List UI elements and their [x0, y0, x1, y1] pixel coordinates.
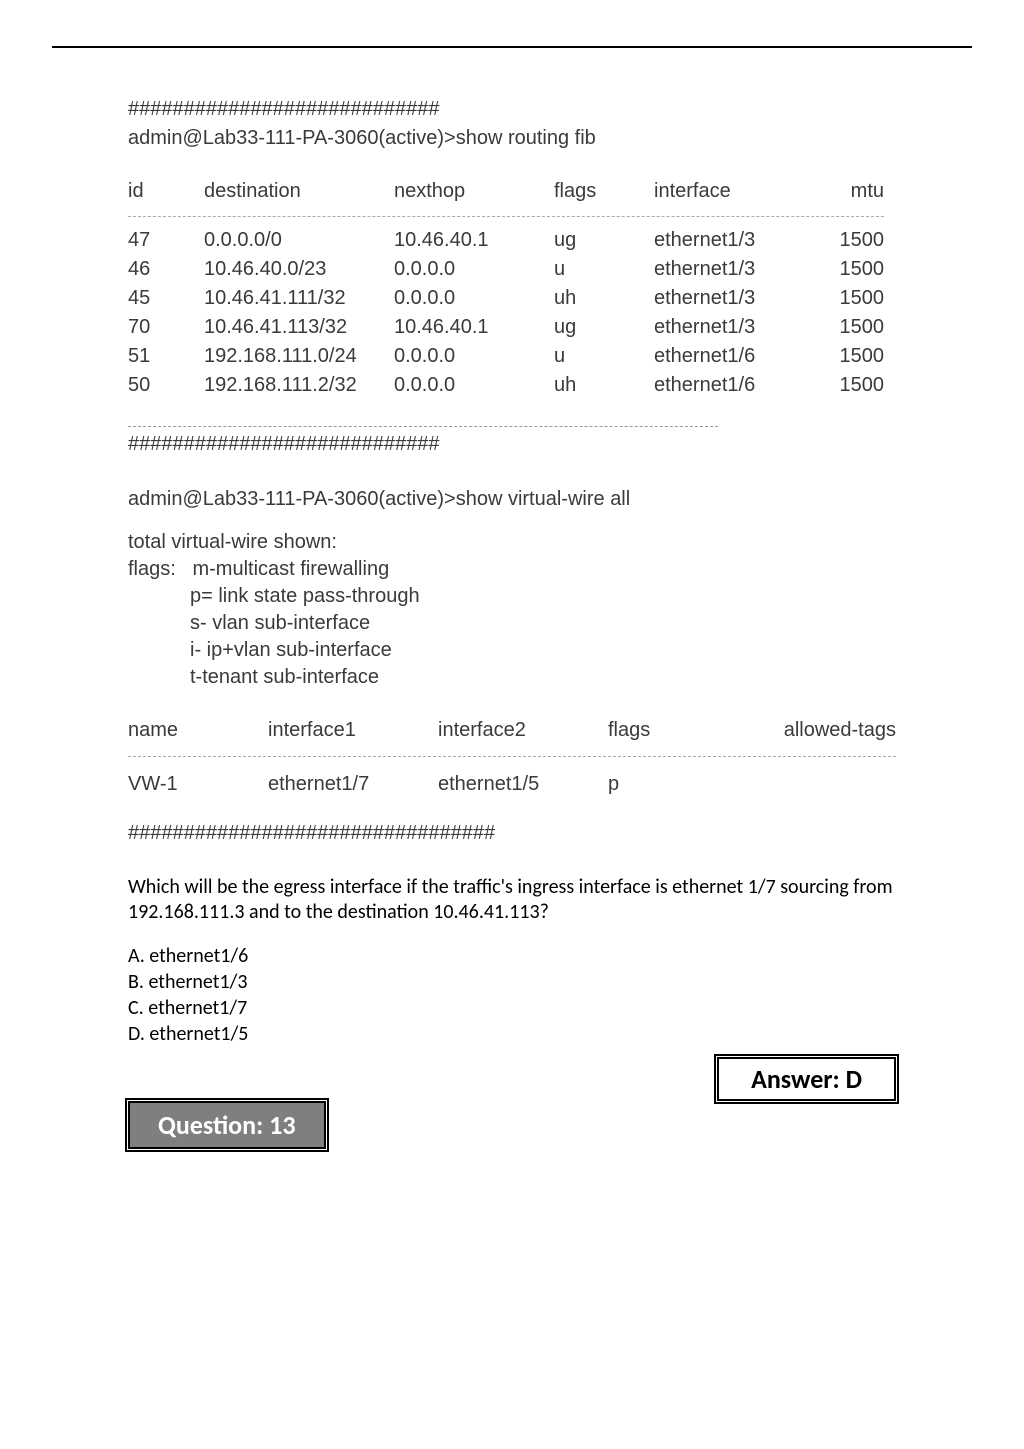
vw-intro-block: total virtual-wire shown: flags: m-multi… — [128, 529, 896, 691]
cell: ethernet1/3 — [654, 284, 824, 313]
cell: 192.168.111.2/32 — [204, 371, 394, 400]
option-a: A. ethernet1/6 — [128, 943, 896, 969]
cell: ethernet1/3 — [654, 255, 824, 284]
vw-table: name interface1 interface2 flags allowed… — [128, 713, 896, 802]
cell: 0.0.0.0/0 — [204, 226, 394, 255]
cell: 0.0.0.0 — [394, 371, 554, 400]
question-text: Which will be the egress interface if th… — [128, 875, 896, 925]
fib-col-dest: destination — [204, 174, 394, 211]
cell: 10.46.41.113/32 — [204, 313, 394, 342]
cell: 50 — [128, 371, 204, 400]
table-row: 46 10.46.40.0/23 0.0.0.0 u ethernet1/3 1… — [128, 255, 884, 284]
cli-command-2: admin@Lab33-111-PA-3060(active)>show vir… — [128, 486, 896, 513]
cell: ethernet1/6 — [654, 371, 824, 400]
cell: 1500 — [824, 255, 884, 284]
cell: 10.46.41.111/32 — [204, 284, 394, 313]
cell: 1500 — [824, 342, 884, 371]
cell: VW-1 — [128, 767, 268, 802]
fib-col-next: nexthop — [394, 174, 554, 211]
cell: 47 — [128, 226, 204, 255]
flags-list: flags: m-multicast firewalling p= link s… — [128, 556, 896, 691]
cell: u — [554, 342, 654, 371]
fib-table: id destination nexthop flags interface m… — [128, 174, 884, 400]
cell: ug — [554, 226, 654, 255]
cell: 10.46.40.0/23 — [204, 255, 394, 284]
fib-divider — [128, 216, 884, 217]
vw-divider — [128, 756, 896, 757]
table-row: 51 192.168.111.0/24 0.0.0.0 u ethernet1/… — [128, 342, 884, 371]
cli-command-1: admin@Lab33-111-PA-3060(active)>show rou… — [128, 125, 896, 152]
cell: ethernet1/7 — [268, 767, 438, 802]
content: ############################ admin@Lab33… — [128, 96, 896, 1167]
cell: ethernet1/5 — [438, 767, 608, 802]
table-row: VW-1 ethernet1/7 ethernet1/5 p — [128, 767, 896, 802]
cell: ethernet1/3 — [654, 313, 824, 342]
cell: ethernet1/3 — [654, 226, 824, 255]
vw-col-if2: interface2 — [438, 713, 608, 750]
flags-label: flags: — [128, 558, 176, 580]
flag-i: i- ip+vlan sub-interface — [190, 637, 896, 664]
flag-s: s- vlan sub-interface — [190, 610, 896, 637]
cell: 45 — [128, 284, 204, 313]
table-row: 50 192.168.111.2/32 0.0.0.0 uh ethernet1… — [128, 371, 884, 400]
page: ############################ admin@Lab33… — [0, 0, 1024, 1449]
fib-col-intf: interface — [654, 174, 824, 211]
cell: 1500 — [824, 313, 884, 342]
flag-m: m-multicast firewalling — [192, 558, 389, 580]
cli-block-2: ############################ admin@Lab33… — [128, 431, 896, 847]
cli-block-1: ############################ admin@Lab33… — [128, 96, 896, 847]
cell: 1500 — [824, 371, 884, 400]
cell: 51 — [128, 342, 204, 371]
flags-line: flags: m-multicast firewalling — [190, 556, 896, 583]
answer-box: Answer: D — [717, 1057, 896, 1101]
vw-col-tags: allowed-tags — [738, 713, 896, 750]
cell: 0.0.0.0 — [394, 255, 554, 284]
cell: 46 — [128, 255, 204, 284]
cell: 1500 — [824, 284, 884, 313]
cell: uh — [554, 284, 654, 313]
question-pill: Question: 13 — [128, 1101, 326, 1149]
table-row: 45 10.46.41.111/32 0.0.0.0 uh ethernet1/… — [128, 284, 884, 313]
flag-p: p= link state pass-through — [190, 583, 896, 610]
cell: ug — [554, 313, 654, 342]
option-c: C. ethernet1/7 — [128, 995, 896, 1021]
cell: ethernet1/6 — [654, 342, 824, 371]
fib-col-id: id — [128, 174, 204, 211]
option-b: B. ethernet1/3 — [128, 969, 896, 995]
vw-intro: total virtual-wire shown: — [128, 529, 896, 556]
cell — [738, 767, 896, 802]
cell: 10.46.40.1 — [394, 226, 554, 255]
table-row: 47 0.0.0.0/0 10.46.40.1 ug ethernet1/3 1… — [128, 226, 884, 255]
bottom-block: Answer: D Question: 13 — [128, 1047, 896, 1167]
cell: 10.46.40.1 — [394, 313, 554, 342]
fib-header-row: id destination nexthop flags interface m… — [128, 174, 884, 211]
cell: 1500 — [824, 226, 884, 255]
section-divider — [128, 426, 718, 427]
vw-header-row: name interface1 interface2 flags allowed… — [128, 713, 896, 750]
top-rule — [52, 46, 972, 48]
fib-col-mtu: mtu — [824, 174, 884, 211]
option-d: D. ethernet1/5 — [128, 1021, 896, 1047]
cell: uh — [554, 371, 654, 400]
vw-col-flags: flags — [608, 713, 738, 750]
cell: 0.0.0.0 — [394, 284, 554, 313]
table-row: 70 10.46.41.113/32 10.46.40.1 ug etherne… — [128, 313, 884, 342]
flag-t: t-tenant sub-interface — [190, 664, 896, 691]
vw-col-if1: interface1 — [268, 713, 438, 750]
fib-col-flags: flags — [554, 174, 654, 211]
hashes-3: ################################# — [128, 820, 896, 847]
hashes-2: ############################ — [128, 431, 896, 458]
vw-col-name: name — [128, 713, 268, 750]
cell: p — [608, 767, 738, 802]
cell: u — [554, 255, 654, 284]
hashes-1: ############################ — [128, 96, 896, 123]
options-block: A. ethernet1/6 B. ethernet1/3 C. etherne… — [128, 943, 896, 1047]
cell: 70 — [128, 313, 204, 342]
cell: 192.168.111.0/24 — [204, 342, 394, 371]
cell: 0.0.0.0 — [394, 342, 554, 371]
